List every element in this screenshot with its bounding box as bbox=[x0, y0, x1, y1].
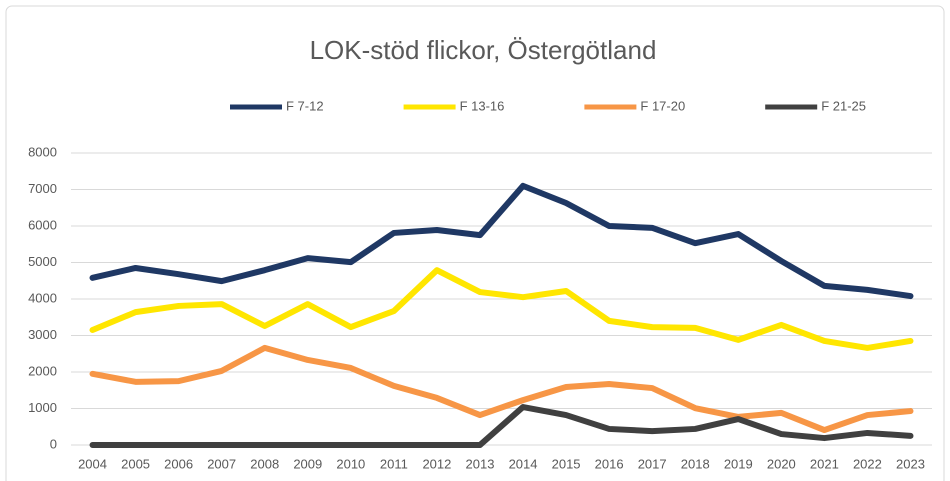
x-tick-label: 2023 bbox=[896, 456, 925, 471]
x-tick-label: 2017 bbox=[638, 456, 667, 471]
y-tick-label: 8000 bbox=[28, 144, 57, 159]
y-tick-label: 7000 bbox=[28, 181, 57, 196]
legend-label: F 21-25 bbox=[821, 98, 866, 113]
x-tick-label: 2005 bbox=[121, 456, 150, 471]
y-tick-label: 4000 bbox=[28, 290, 57, 305]
x-tick-label: 2009 bbox=[293, 456, 322, 471]
series-line bbox=[89, 267, 914, 351]
x-tick-label: 2018 bbox=[681, 456, 710, 471]
x-tick-label: 2006 bbox=[164, 456, 193, 471]
legend-label: F 13-16 bbox=[460, 98, 505, 113]
legend-label: F 7-12 bbox=[286, 98, 324, 113]
x-tick-label: 2012 bbox=[422, 456, 451, 471]
x-tick-label: 2013 bbox=[466, 456, 495, 471]
series-line bbox=[89, 404, 914, 448]
x-tick-label: 2019 bbox=[724, 456, 753, 471]
y-tick-label: 2000 bbox=[28, 363, 57, 378]
y-tick-label: 6000 bbox=[28, 217, 57, 232]
x-tick-label: 2020 bbox=[767, 456, 796, 471]
x-tick-label: 2014 bbox=[509, 456, 538, 471]
x-tick-label: 2004 bbox=[78, 456, 107, 471]
x-tick-label: 2015 bbox=[552, 456, 581, 471]
x-tick-label: 2007 bbox=[207, 456, 236, 471]
y-tick-label: 3000 bbox=[28, 327, 57, 342]
x-tick-label: 2008 bbox=[250, 456, 279, 471]
y-tick-label: 1000 bbox=[28, 400, 57, 415]
series-line bbox=[89, 344, 914, 434]
legend-label: F 17-20 bbox=[640, 98, 685, 113]
chart-frame bbox=[5, 5, 945, 481]
x-tick-label: 2022 bbox=[853, 456, 882, 471]
y-tick-label: 5000 bbox=[28, 254, 57, 269]
x-tick-label: 2021 bbox=[810, 456, 839, 471]
series-line bbox=[89, 182, 914, 300]
chart-title: LOK-stöd flickor, Östergötland bbox=[310, 35, 657, 65]
x-tick-label: 2010 bbox=[336, 456, 365, 471]
x-tick-label: 2011 bbox=[380, 456, 408, 471]
x-tick-label: 2016 bbox=[595, 456, 624, 471]
y-tick-label: 0 bbox=[50, 436, 57, 451]
